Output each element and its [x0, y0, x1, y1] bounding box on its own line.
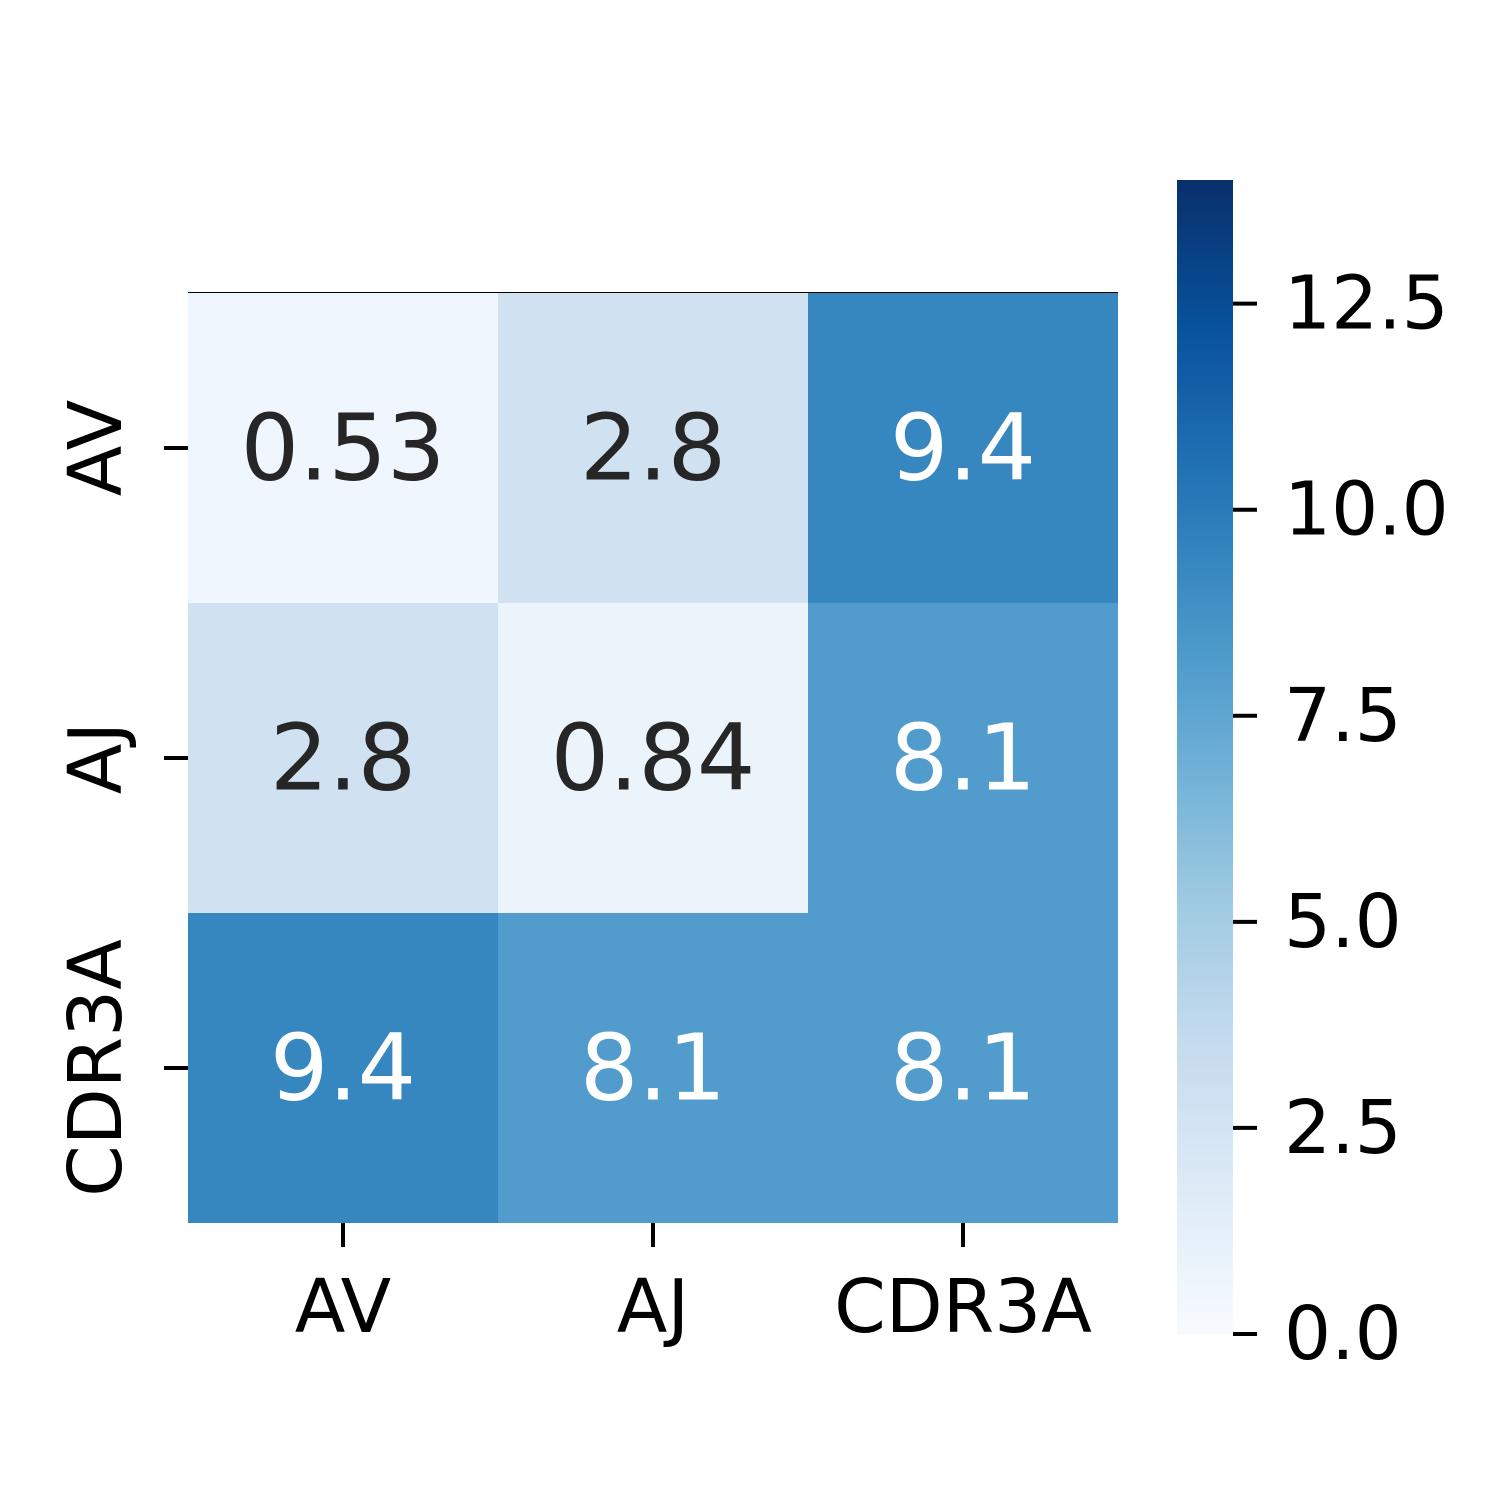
heatmap-cell — [498, 913, 808, 1223]
heatmap-cell — [808, 293, 1118, 603]
heatmap-cell — [188, 913, 498, 1223]
colorbar-tick-label: 7.5 — [1284, 673, 1402, 759]
colorbar-tick-label: 5.0 — [1284, 879, 1402, 965]
y-tick-label: AJ — [53, 722, 139, 794]
colorbar-tick-label: 10.0 — [1284, 467, 1449, 553]
x-tick-label: AJ — [617, 1264, 689, 1350]
heatmap-cells: 0.53 2.8 9.4 2.8 0.84 8.1 9.4 8.1 8.1 — [188, 293, 1118, 1223]
heatmap-cell — [498, 603, 808, 913]
y-axis: AV AJ CDR3A — [53, 399, 188, 1197]
colorbar-tick-label: 12.5 — [1284, 261, 1449, 347]
y-tick-label: AV — [53, 399, 139, 496]
cell-value-label: 8.1 — [890, 705, 1036, 812]
cell-value-label: 8.1 — [580, 1015, 726, 1122]
heatmap-cell — [188, 293, 498, 603]
cell-value-label: 2.8 — [580, 395, 726, 502]
cell-value-label: 0.53 — [241, 395, 446, 502]
colorbar — [1177, 180, 1233, 1334]
colorbar-axis: 0.0 2.5 5.0 7.5 10.0 12.5 — [1233, 261, 1449, 1377]
heatmap-cell — [188, 603, 498, 913]
x-tick-label: AV — [295, 1264, 392, 1350]
x-axis: AV AJ CDR3A — [295, 1223, 1092, 1350]
colorbar-tick-label: 0.0 — [1284, 1291, 1402, 1377]
cell-value-label: 0.84 — [551, 705, 756, 812]
cell-value-label: 8.1 — [890, 1015, 1036, 1122]
colorbar-tick-label: 2.5 — [1284, 1085, 1402, 1171]
cell-value-label: 9.4 — [270, 1015, 416, 1122]
x-tick-label: CDR3A — [834, 1264, 1092, 1350]
heatmap-cell — [498, 293, 808, 603]
cell-value-label: 9.4 — [890, 395, 1036, 502]
heatmap-cell — [808, 603, 1118, 913]
cell-value-label: 2.8 — [270, 705, 416, 812]
heatmap-cell — [808, 913, 1118, 1223]
y-tick-label: CDR3A — [53, 939, 139, 1197]
